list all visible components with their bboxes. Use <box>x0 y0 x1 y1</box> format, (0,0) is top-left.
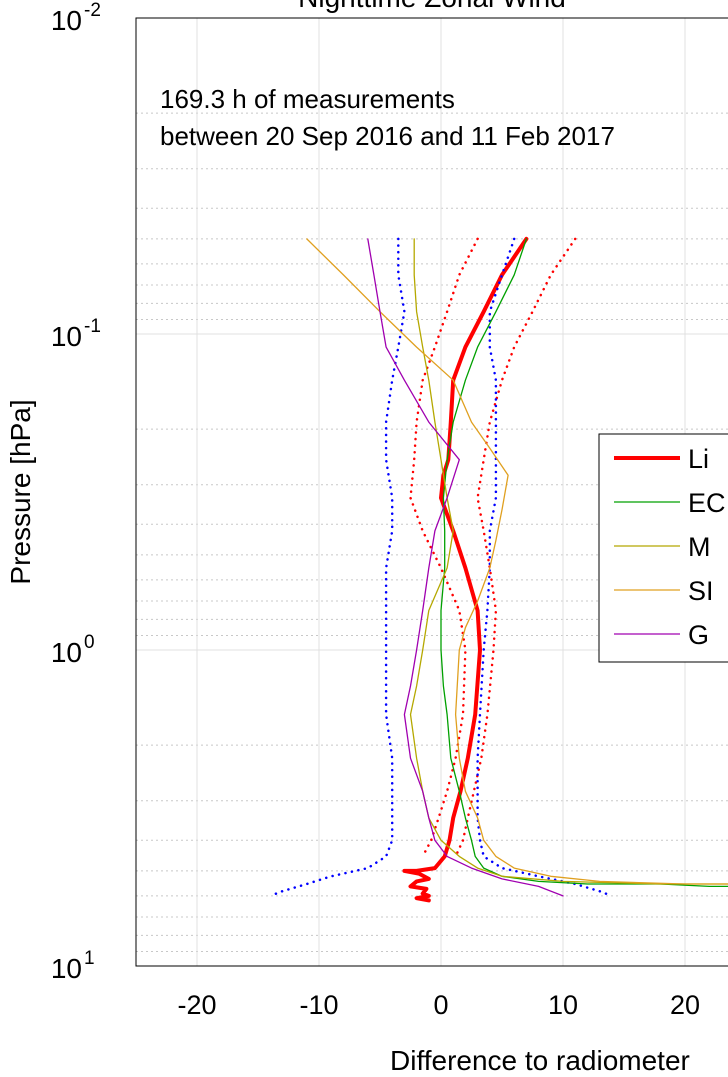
legend-label: Li <box>688 444 709 474</box>
plot-series <box>268 236 728 903</box>
y-tick-exponent: 1 <box>84 948 95 969</box>
y-tick-base: 10 <box>51 953 82 984</box>
series-line-li <box>402 236 529 903</box>
y-tick-base: 10 <box>51 637 82 668</box>
series-line-g-lower <box>268 237 406 898</box>
y-tick-exponent: -2 <box>84 0 101 21</box>
chart-title: Nighttime Zonal Wind <box>298 0 566 13</box>
y-axis-label: Pressure [hPa] <box>5 399 36 584</box>
y-tick-exponent: -1 <box>84 316 101 337</box>
legend: Li EC M SI G <box>598 433 728 663</box>
legend-label: G <box>688 620 709 650</box>
y-tick-base: 10 <box>51 5 82 36</box>
series-line-si <box>306 238 728 885</box>
y-tick-base: 10 <box>51 321 82 352</box>
x-tick-label: -10 <box>299 990 338 1020</box>
legend-label: EC <box>688 488 726 518</box>
y-tick-exponent: 0 <box>84 632 95 653</box>
x-tick-labels: -20 -10 0 10 20 <box>177 990 700 1020</box>
series-line-li-upper <box>454 237 577 858</box>
plot-area <box>135 17 728 967</box>
series-line-m <box>409 238 728 885</box>
annotation-line-2: between 20 Sep 2016 and 11 Feb 2017 <box>160 121 615 151</box>
series-line-g <box>367 238 564 897</box>
x-tick-label: 0 <box>433 990 448 1020</box>
x-tick-label: 10 <box>548 990 578 1020</box>
x-axis-label: Difference to radiometer <box>390 1045 690 1076</box>
legend-box <box>598 433 728 663</box>
legend-label: SI <box>688 576 714 606</box>
x-tick-label: 20 <box>670 990 700 1020</box>
legend-label: M <box>688 532 711 562</box>
series-line-li-lower <box>409 237 479 858</box>
x-tick-label: -20 <box>177 990 216 1020</box>
series-line-ec <box>440 238 728 888</box>
annotation-line-1: 169.3 h of measurements <box>160 84 455 114</box>
series-line-g-upper <box>476 237 614 898</box>
